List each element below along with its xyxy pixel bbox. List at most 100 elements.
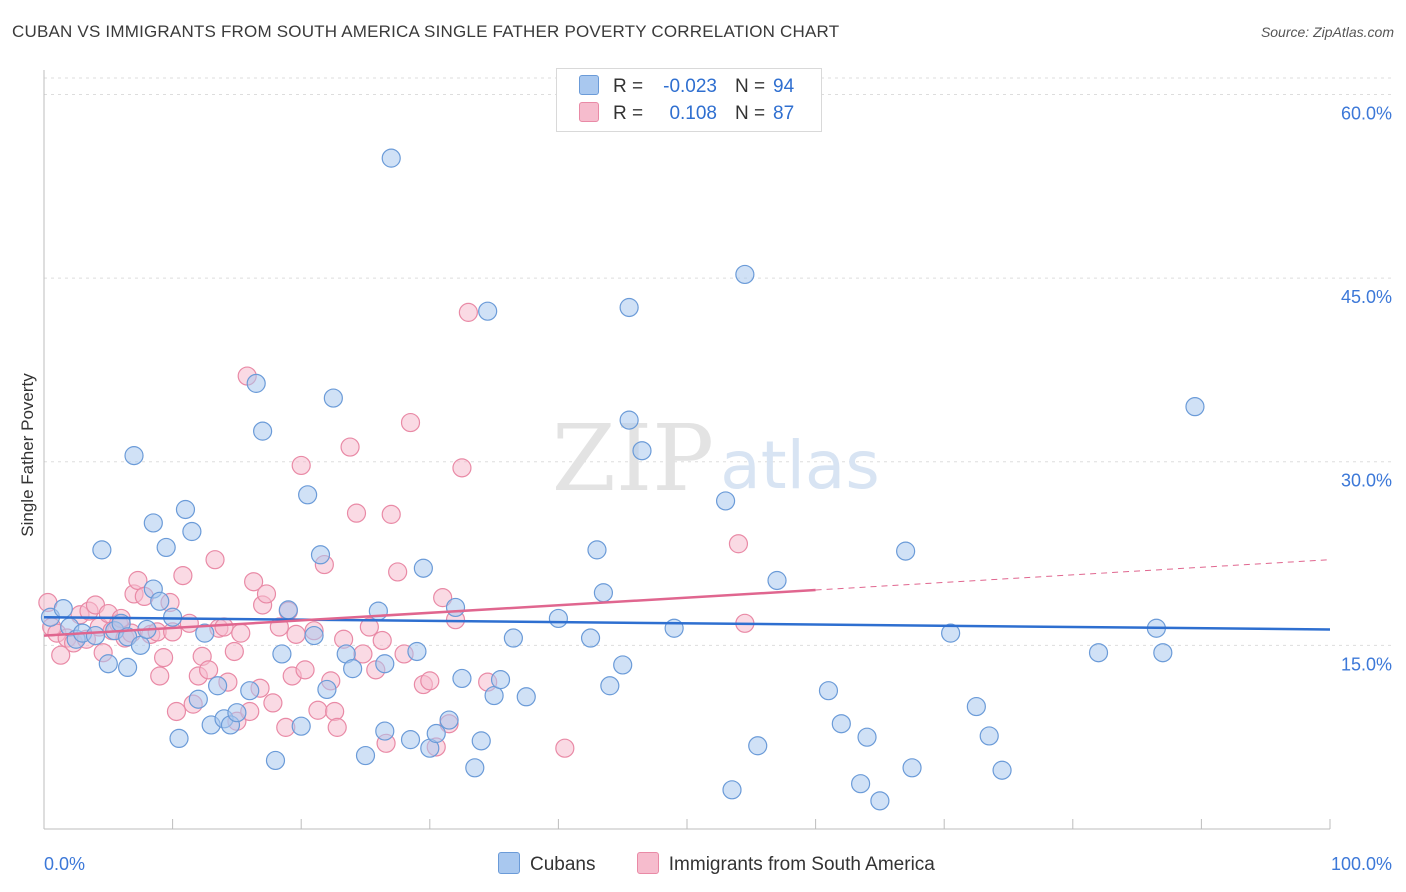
legend-n-label: N = (735, 103, 766, 124)
chart-title: CUBAN VS IMMIGRANTS FROM SOUTH AMERICA S… (12, 22, 840, 41)
scatter-point (715, 491, 736, 511)
scatter-point (400, 412, 421, 433)
legend-n-value: 94 (773, 76, 795, 97)
trend-line-immigrants (43, 588, 816, 637)
scatter-point (388, 562, 408, 582)
scatter-point (227, 703, 247, 723)
scatter-point (992, 760, 1012, 780)
scatter-point (224, 641, 244, 662)
scatter-point (150, 666, 170, 686)
scatter-point (1088, 643, 1109, 663)
scatter-point (516, 687, 536, 707)
scatter-point (426, 723, 446, 744)
scatter-point (407, 641, 427, 662)
scatter-point (381, 148, 401, 168)
scatter-point (375, 721, 395, 741)
scatter-point (375, 654, 395, 674)
scatter-point (173, 565, 193, 586)
scatter-point (308, 700, 328, 720)
grid-lines (44, 77, 1392, 646)
scatter-point (600, 676, 620, 696)
scatter-point (182, 521, 202, 542)
scatter-point (857, 727, 877, 747)
x-tick-label: 100.0% (1331, 854, 1392, 874)
y-tick-label: 45.0% (1341, 287, 1392, 307)
scatter-point (555, 738, 575, 758)
scatter-point (291, 716, 311, 736)
watermark-atlas: atlas (720, 427, 880, 504)
y-tick-label: 15.0% (1341, 654, 1392, 674)
scatter-point (298, 485, 318, 505)
source-label: Source: ZipAtlas.com (1260, 24, 1394, 40)
legend-r-label: R = (613, 76, 644, 97)
scatter-point (325, 701, 345, 722)
scatter-point (199, 660, 219, 680)
scatter-point (246, 373, 266, 393)
scatter-point (728, 534, 749, 554)
scatter-point (400, 730, 421, 750)
scatter-point (169, 728, 189, 749)
scatter-point (439, 710, 459, 730)
scatter-point (896, 541, 916, 561)
scatter-point (818, 681, 839, 701)
scatter-point (478, 301, 498, 321)
scatter-point (1185, 397, 1205, 417)
scatter-point (851, 774, 871, 794)
scatter-point (548, 608, 569, 629)
scatter-point (179, 613, 199, 633)
legend-swatch-blue (579, 75, 599, 95)
y-tick-label: 60.0% (1341, 103, 1392, 123)
legend-r-label: R = (613, 103, 644, 124)
scatter-point (278, 600, 298, 620)
scatter-point (208, 676, 228, 696)
scatter-point (124, 446, 144, 466)
scatter-point (587, 540, 607, 560)
scatter-point (304, 625, 324, 646)
legend-row-cubans: R = -0.023 N = 94 (579, 75, 794, 99)
scatter-point (343, 659, 363, 679)
legend-item-immigrants[interactable]: Immigrants from South America (636, 852, 935, 876)
scatter-point (735, 264, 755, 285)
scatter-point (632, 441, 652, 461)
legend-item-cubans[interactable]: Cubans (498, 852, 596, 876)
legend-n-value: 87 (773, 103, 795, 124)
scatter-point (722, 780, 742, 800)
scatter-point (214, 617, 234, 637)
scatter-point (323, 388, 343, 408)
scatter-point (98, 654, 118, 674)
scatter-point (359, 617, 379, 637)
scatter-point (902, 758, 922, 778)
scatter-point (240, 681, 260, 701)
scatter-point (166, 701, 187, 722)
y-tick-label: 30.0% (1341, 471, 1392, 491)
y-axis-label: Single Father Poverty (18, 373, 37, 537)
scatter-point (143, 513, 163, 533)
scatter-point (613, 655, 633, 675)
legend-n-label: N = (735, 76, 766, 97)
scatter-point (465, 758, 485, 778)
legend-row-immigrants: R = 0.108 N = 87 (579, 102, 794, 126)
scatter-point (355, 745, 376, 766)
legend-swatch-pink (579, 102, 599, 122)
scatter-point (195, 623, 215, 643)
correlation-legend: R = -0.023 N = 94 R = 0.108 N = 87 (556, 68, 822, 132)
scatter-point (452, 668, 472, 689)
trend-lines (43, 559, 1331, 637)
scatter-point (580, 628, 601, 648)
scatter-point (619, 297, 639, 318)
scatter-point (188, 689, 208, 709)
scatter-point (767, 570, 787, 591)
scatter-point (205, 550, 225, 570)
watermark: ZIP atlas (552, 405, 880, 512)
trend-line-cubans (43, 615, 1331, 631)
scatter-point (256, 584, 277, 604)
scatter-point (966, 696, 986, 717)
scatter-point (381, 504, 401, 524)
scatter-point (452, 458, 472, 478)
scatter-point (265, 750, 286, 771)
scatter-point (130, 635, 151, 655)
axes (43, 70, 1331, 830)
scatter-point (420, 671, 440, 691)
scatter-point (272, 644, 292, 664)
legend-r-value: 0.108 (669, 103, 717, 124)
